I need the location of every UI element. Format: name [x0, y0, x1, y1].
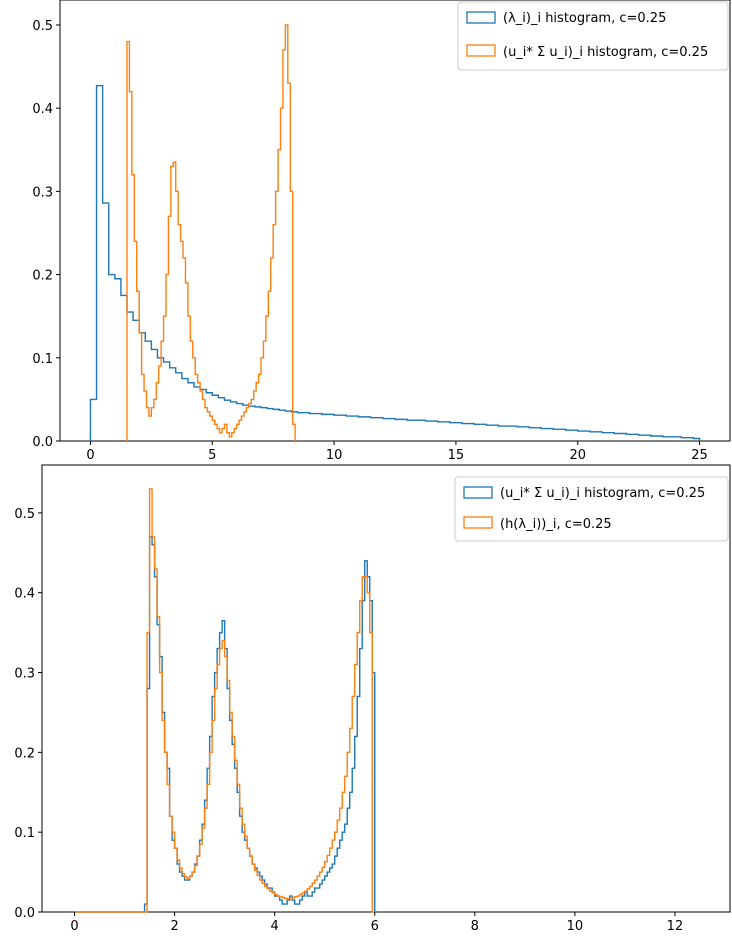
bottom-legend-label-2: (h(λ_i))_i, c=0.25 — [500, 517, 612, 532]
bottom-xtick-label: 6 — [371, 919, 379, 934]
bottom-axis-ticks: 0 2 4 6 8 10 12 0.0 0.1 0.2 0.3 0.4 0.5 — [14, 507, 683, 934]
bottom-ytick-label: 0.0 — [14, 906, 35, 921]
top-xtick-label: 0 — [86, 448, 94, 463]
top-axis-ticks: 0 5 10 15 20 25 0.0 0.1 0.2 0.3 0.4 0.5 — [32, 19, 708, 463]
top-ytick-label: 0.3 — [32, 185, 53, 200]
bottom-xtick-label: 2 — [170, 919, 178, 934]
bottom-axes-frame — [41, 464, 731, 913]
bottom-legend-swatch-1 — [463, 486, 493, 499]
top-legend-box — [457, 1, 729, 71]
bottom-xtick-label: 0 — [70, 919, 78, 934]
top-ytick-label: 0.4 — [32, 102, 53, 117]
bottom-ytick-label: 0.5 — [14, 507, 35, 522]
top-axes-frame — [59, 0, 731, 442]
bottom-ytick-label: 0.3 — [14, 667, 35, 682]
top-legend-swatch-1 — [466, 11, 496, 24]
top-ytick-label: 0.0 — [32, 435, 53, 450]
bottom-xtick-label: 10 — [567, 919, 584, 934]
bottom-histogram-series — [74, 488, 378, 913]
top-ytick-label: 0.2 — [32, 269, 53, 284]
top-series-1-step — [89, 85, 701, 441]
bottom-ytick-label: 0.2 — [14, 746, 35, 761]
bottom-legend-swatch-2 — [463, 516, 493, 529]
top-xtick-label: 25 — [691, 448, 708, 463]
top-ytick-label: 0.1 — [32, 352, 53, 367]
top-legend-label-1: (λ_i)_i histogram, c=0.25 — [503, 11, 666, 26]
bottom-series-1-step — [74, 536, 378, 913]
bottom-legend-box — [454, 476, 729, 542]
top-xtick-label: 5 — [208, 448, 216, 463]
top-xtick-label: 15 — [448, 448, 465, 463]
top-ytick-label: 0.5 — [32, 19, 53, 34]
bottom-ytick-label: 0.4 — [14, 587, 35, 602]
top-histogram-series — [89, 24, 701, 441]
bottom-histogram-axes: 0 2 4 6 8 10 12 0.0 0.1 0.2 0.3 0.4 0.5 (u_i* Σ u_i)… — [14, 464, 731, 934]
bottom-xtick-label: 4 — [271, 919, 279, 934]
bottom-legend: (u_i* Σ u_i)_i histogram, c=0.25 (h(λ_i)… — [454, 476, 729, 542]
top-legend: (λ_i)_i histogram, c=0.25 (u_i* Σ u_i)_i… — [457, 1, 729, 71]
top-series-2-step — [126, 24, 296, 441]
bottom-xtick-label: 8 — [471, 919, 479, 934]
bottom-ytick-label: 0.1 — [14, 826, 35, 841]
bottom-xtick-label: 12 — [667, 919, 684, 934]
top-legend-swatch-2 — [466, 44, 496, 57]
bottom-series-2-step — [74, 488, 375, 913]
top-histogram-axes: 0 5 10 15 20 25 0.0 0.1 0.2 0.3 0.4 0.5 (λ_i)_i his… — [32, 0, 731, 463]
bottom-legend-label-1: (u_i* Σ u_i)_i histogram, c=0.25 — [500, 486, 705, 501]
top-legend-label-2: (u_i* Σ u_i)_i histogram, c=0.25 — [503, 45, 708, 60]
top-xtick-label: 10 — [326, 448, 343, 463]
top-xtick-label: 20 — [569, 448, 586, 463]
